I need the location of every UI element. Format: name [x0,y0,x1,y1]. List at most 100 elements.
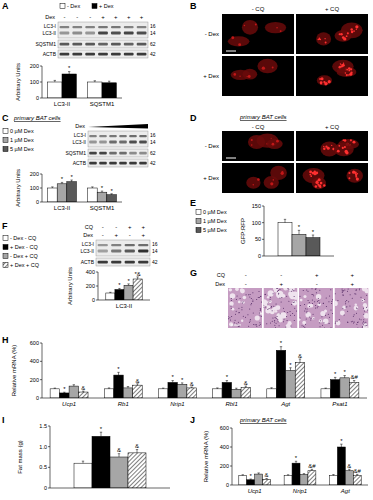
subtitle: primary BAT cells [239,114,287,120]
nucleus [247,314,248,315]
nucleus [274,321,275,322]
micrograph [222,131,294,161]
nucleus [313,314,314,315]
category-label: Nrip1 [170,401,184,407]
x-axis [42,202,122,203]
puncta [356,29,357,30]
nucleus [271,307,272,308]
band [109,141,117,144]
puncta [315,172,318,175]
subtitle: primary BAT cells [13,115,61,121]
band [129,162,137,165]
puncta [315,181,318,184]
nucleus [366,295,367,296]
image-bg [222,131,294,161]
puncta [252,184,254,186]
cell [335,30,352,42]
lane-label: + [140,14,144,20]
nucleus [366,307,367,308]
nucleus [275,317,276,318]
lane-label: + [315,272,319,278]
error-bar [171,381,173,383]
nucleus [252,292,253,293]
tick-label: 0 [44,485,47,491]
nucleus [343,295,344,296]
error-bar [311,469,313,470]
nucleus [357,308,358,309]
nucleus [267,309,268,310]
bar [168,382,177,398]
bar [232,389,241,398]
nucleus [312,294,313,295]
puncta [319,38,321,40]
nucleus [335,321,336,322]
puncta [337,150,340,153]
band [60,32,70,35]
puncta [248,75,251,78]
axis-title: GFP:RFP [240,218,246,244]
nucleus [285,327,286,328]
nucleus [305,308,306,309]
puncta [345,72,347,74]
annotation: *& [134,271,140,277]
lipid [268,290,274,296]
error-bar [343,376,345,378]
nucleus [330,309,331,310]
category-label: Ucp1 [248,488,262,494]
error-bar [94,81,96,82]
puncta [247,76,248,77]
error-bar [108,387,110,389]
lipid [299,318,301,321]
tick [230,466,232,467]
nucleus [235,320,236,321]
nucleus [306,289,307,290]
row-label: CQ [85,224,94,230]
nucleus [357,322,358,323]
puncta [324,38,325,39]
band [85,53,95,56]
error-bar [299,359,301,362]
bar [114,375,123,398]
nucleus [280,313,281,314]
lane-label: - [89,14,91,20]
nucleus [367,309,368,310]
tick-label: 400 [30,358,39,364]
band [72,32,82,35]
band [139,162,147,165]
nucleus [294,320,295,321]
band [139,152,147,155]
nucleus [271,306,272,307]
nucleus [329,295,330,296]
nucleus [365,322,366,323]
nucleus [231,306,232,307]
nucleus [274,320,275,321]
nucleus [365,325,366,326]
puncta [338,145,340,147]
nucleus [260,309,261,310]
lipid [342,306,346,310]
nucleus [264,307,265,308]
band [138,261,148,264]
category-label: Rb1 [118,401,129,407]
lane-label: - [63,14,65,20]
bar [110,457,128,488]
nucleus [269,300,270,301]
nucleus [347,322,348,323]
nucleus [354,293,355,294]
nucleus [362,326,363,327]
legend-swatch [3,147,8,152]
bar [276,350,285,398]
micrograph [222,56,294,96]
image-bg [296,56,368,96]
puncta [348,70,350,72]
error-bar [100,432,102,436]
nucleus [294,296,295,297]
lipid [323,318,329,324]
error-bar [54,80,56,82]
nucleus [283,321,284,322]
legend-label: 5 µM Dex [10,146,34,152]
bar [133,279,142,300]
error-bar [108,81,110,83]
error-bar [70,180,72,182]
blot: LC3-ILC3-II1614SQSTM162ACTB42 [35,22,155,58]
